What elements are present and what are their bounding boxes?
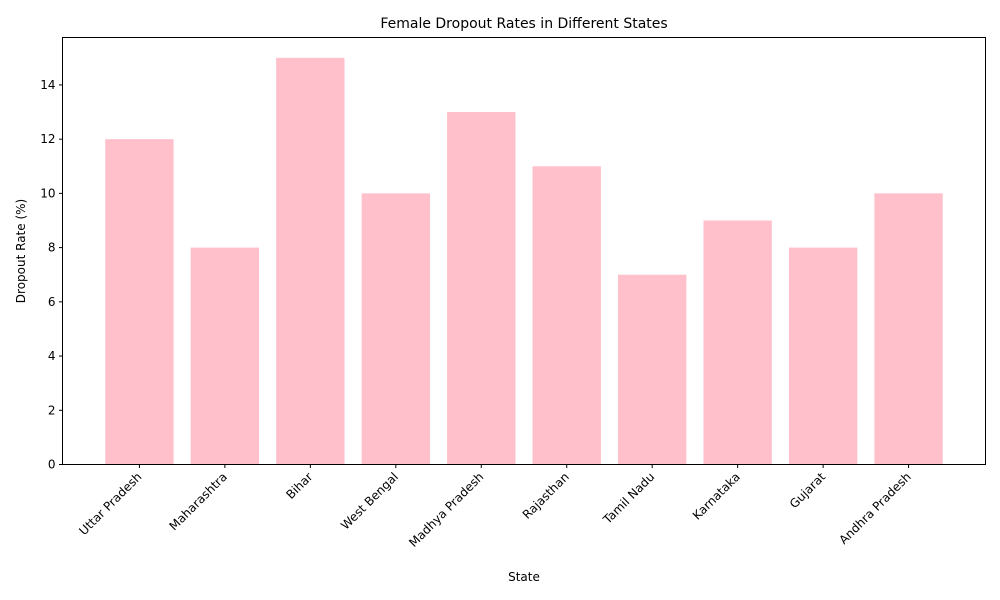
y-tick-label: 2 [48, 403, 56, 417]
x-tick-label: Gujarat [787, 470, 829, 512]
chart-title: Female Dropout Rates in Different States [380, 16, 667, 32]
bar-west-bengal [361, 193, 430, 465]
x-tick-label: Maharashtra [166, 470, 230, 534]
y-tick-label: 10 [40, 186, 55, 200]
bar-gujarat [788, 247, 858, 465]
bar-karnataka [703, 220, 772, 465]
y-tick-label: 4 [48, 349, 56, 363]
y-tick-label: 8 [48, 241, 56, 255]
y-tick-label: 12 [40, 132, 55, 146]
y-tick-label: 14 [40, 78, 55, 92]
x-tick-label: West Bengal [338, 470, 401, 533]
x-tick-label: Andhra Pradesh [836, 470, 913, 547]
plot-frame [62, 37, 986, 465]
bar-andhra-pradesh [874, 193, 943, 465]
x-tick-label: Uttar Pradesh [76, 470, 144, 538]
x-tick-label: Madhya Pradesh [406, 470, 486, 550]
y-axis-label: Dropout Rate (%) [14, 199, 28, 303]
bar-bihar [276, 57, 345, 465]
x-axis-ticks: Uttar Pradesh Maharashtra Bihar West Bengal… [76, 464, 914, 550]
y-tick-label: 0 [48, 458, 56, 472]
bar-uttar-pradesh [105, 139, 174, 465]
x-tick-label: Bihar [283, 470, 315, 502]
y-axis-ticks: 0 2 4 6 8 10 12 14 [40, 78, 63, 472]
bar-maharashtra [190, 247, 260, 465]
y-tick-label: 6 [48, 295, 56, 309]
x-tick-label: Karnataka [690, 470, 743, 523]
x-tick-label: Rajasthan [520, 470, 572, 522]
x-tick-label: Tamil Nadu [600, 470, 658, 528]
bar-tamil-nadu [618, 274, 687, 465]
bar-madhya-pradesh [447, 112, 516, 465]
bar-rajasthan [532, 166, 601, 465]
bars-group [105, 57, 943, 465]
x-axis-label: State [508, 570, 540, 584]
